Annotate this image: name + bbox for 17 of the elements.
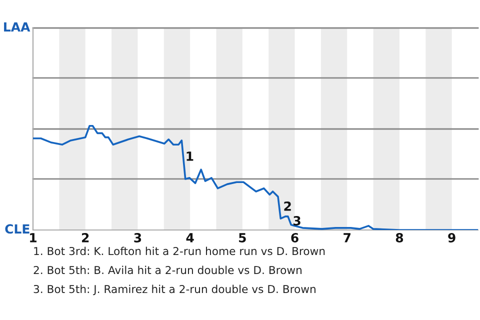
- x-tick-label: 3: [134, 233, 142, 242]
- x-tick-label: 7: [344, 233, 350, 242]
- x-tick-label: 4: [186, 233, 194, 242]
- text: 1. Bot 3rd: K. Lofton hit a 2-run home run vs D. Brown: [34, 246, 325, 256]
- text: 3. Bot 5th: J. Ramirez hit a 2-run double vs D. Brown: [34, 284, 316, 296]
- x-tick-label: 1: [30, 233, 36, 242]
- x-tick-label: 9: [448, 233, 456, 242]
- x-tick-label: 6: [291, 233, 298, 242]
- x-tick-label: 8: [396, 233, 404, 242]
- annotation: 2: [284, 201, 291, 211]
- ref-line-label: LAA: [4, 22, 30, 32]
- annotation: 3: [294, 216, 300, 226]
- x-tick-label: 5: [239, 233, 246, 242]
- x-tick-label: 2: [82, 233, 89, 242]
- annotation: 1: [186, 152, 194, 161]
- text: 2. Bot 5th: B. Avila hit a 2-run double vs D. Brown: [34, 266, 302, 274]
- text: CLE: [5, 224, 30, 234]
